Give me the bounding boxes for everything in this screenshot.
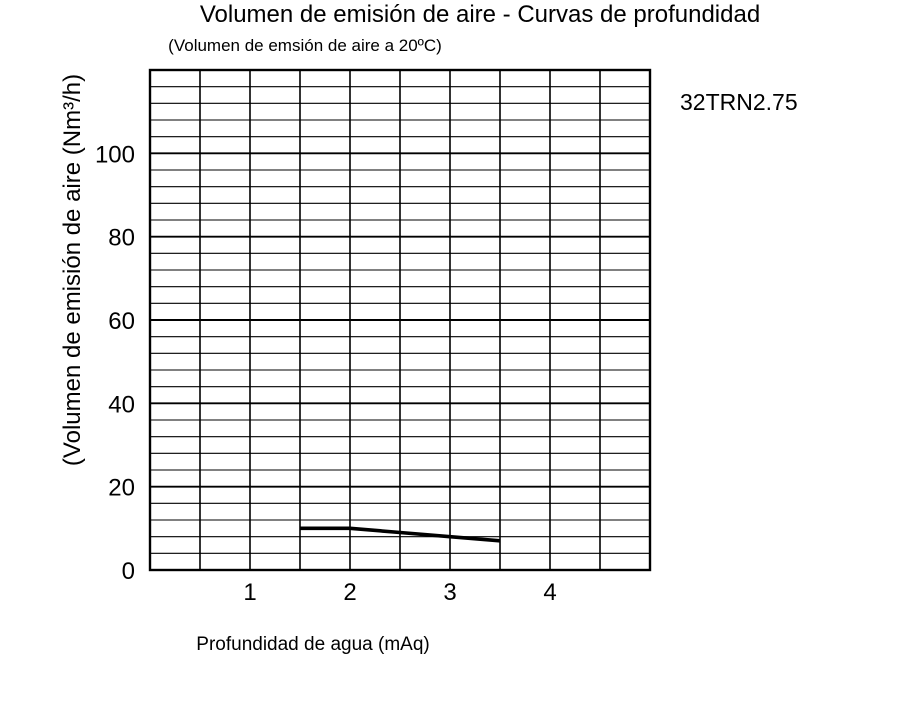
- chart-subtitle: (Volumen de emsión de aire a 20ºC): [168, 36, 442, 55]
- y-tick-label: 0: [122, 558, 135, 585]
- x-tick-label: 4: [543, 579, 556, 606]
- y-tick-label: 80: [108, 225, 135, 252]
- series-line: [300, 526, 501, 543]
- x-tick-labels: 1 2 3 4: [243, 579, 556, 606]
- x-axis-label: Profundidad de agua (mAq): [196, 634, 429, 655]
- y-tick-label: 100: [95, 141, 135, 168]
- y-tick-labels: 0 20 40 60 80 100: [95, 141, 135, 585]
- model-label: 32TRN2.75: [680, 89, 798, 115]
- y-tick-label: 60: [108, 308, 135, 335]
- y-tick-label: 20: [108, 475, 135, 502]
- chart-title: Volumen de emisión de aire - Curvas de p…: [200, 1, 760, 28]
- x-tick-label: 1: [243, 579, 256, 606]
- y-axis-label: (Volumen de emisión de aire (Nm³/h): [59, 74, 86, 466]
- y-tick-label: 40: [108, 391, 135, 418]
- series-layer: [300, 526, 501, 543]
- x-tick-label: 2: [343, 579, 356, 606]
- x-tick-label: 3: [443, 579, 456, 606]
- grid-major: [150, 70, 650, 570]
- plot-frame: [148, 68, 652, 572]
